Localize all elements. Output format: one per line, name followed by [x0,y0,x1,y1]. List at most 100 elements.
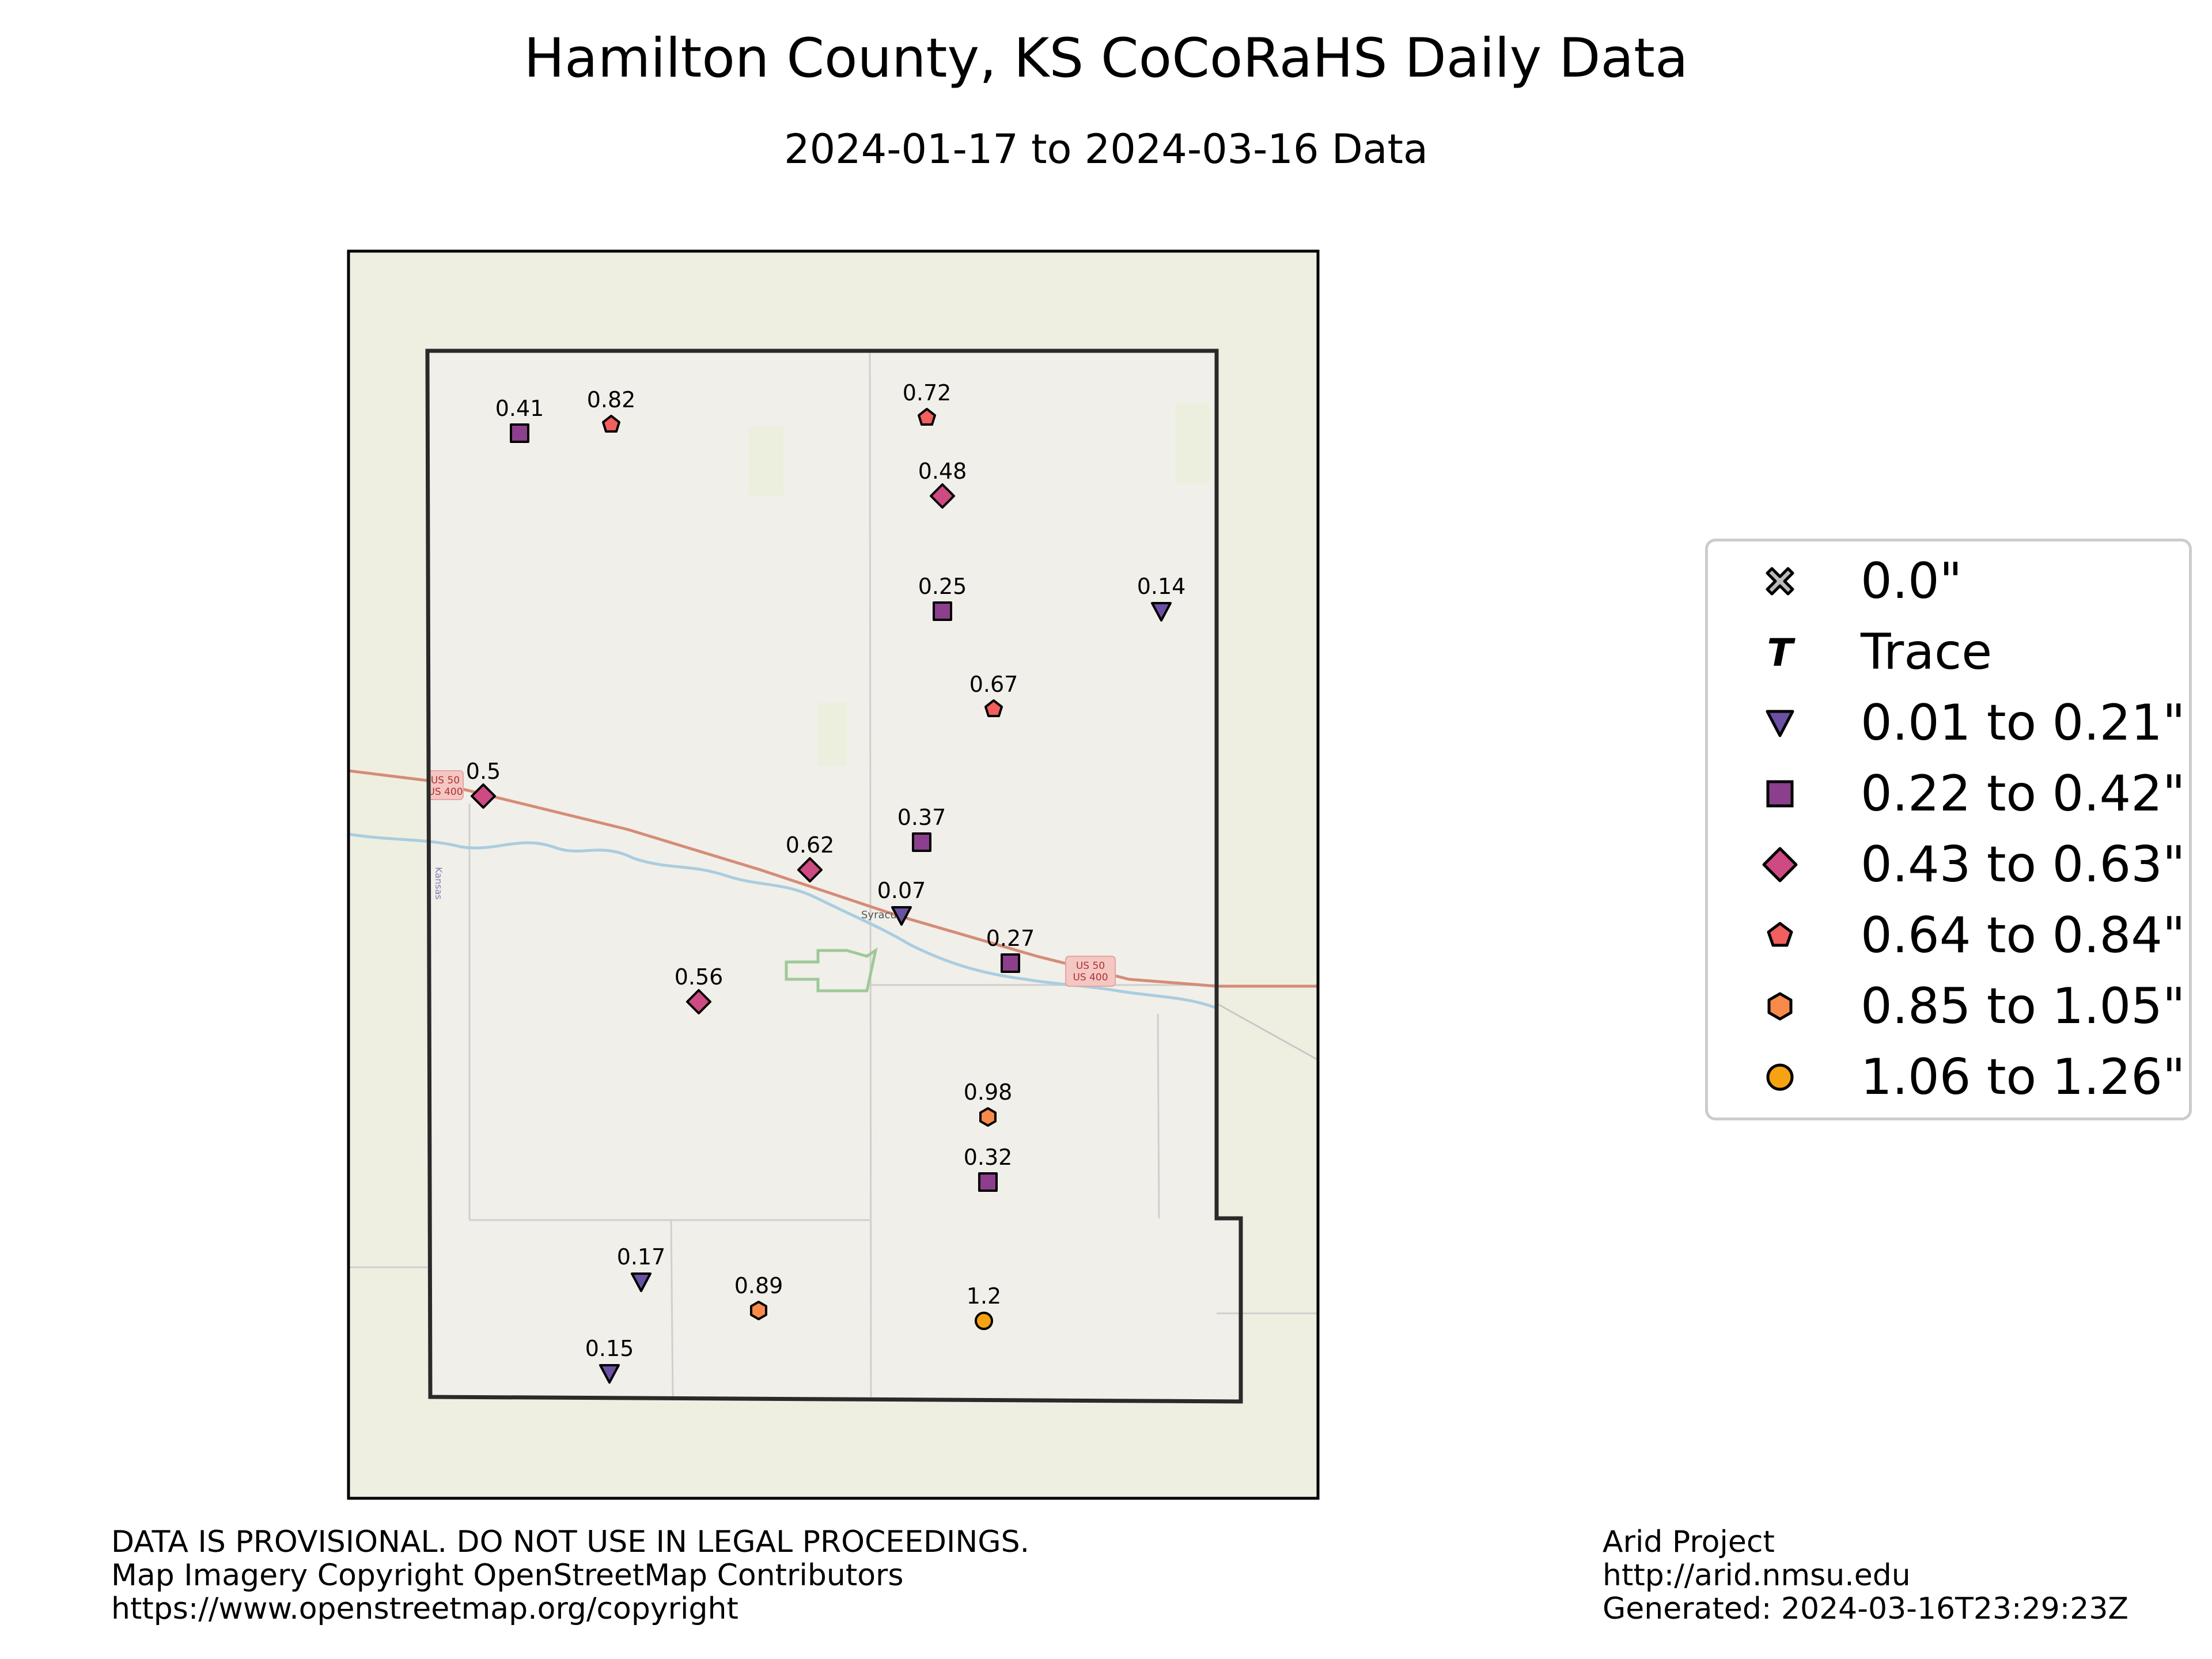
square-marker-shape [978,1172,998,1192]
railroad [1216,1002,1319,1061]
shield-line2: US 400 [1073,972,1108,983]
highway-shield: US 50 US 400 [427,770,464,800]
trace-t-icon: T [1767,632,1796,672]
highway-shield: US 50 US 400 [1065,956,1116,987]
station-value-label: 0.5 [466,759,501,784]
county-border [425,349,1243,1404]
station-marker: 0.56 [675,964,724,1014]
legend-item: T Trace [1708,620,2189,684]
shield-line1: US 50 [1076,960,1105,972]
trace-t-glyph: T [1767,632,1796,672]
station-marker: 0.5 [466,759,501,809]
footer-disclaimer: DATA IS PROVISIONAL. DO NOT USE IN LEGAL… [111,1525,1029,1626]
legend-label: 0.43 to 0.63" [1861,836,2186,893]
legend-item: 0.64 to 0.84" [1708,904,2189,967]
footer-line: https://www.openstreetmap.org/copyright [111,1592,738,1626]
pentagon-marker-shape [918,408,936,426]
square-icon [1766,780,1794,808]
triangle-marker-shape [1151,602,1172,622]
legend-item: 0.85 to 1.05" [1708,975,2189,1038]
station-marker: 0.82 [587,387,635,433]
diamond-marker-shape [797,857,823,882]
station-marker: 0.27 [986,926,1035,973]
legend-label: 0.22 to 0.42" [1861,765,2186,823]
square-marker-shape [1001,953,1020,973]
legend-label: 0.01 to 0.21" [1861,694,2186,752]
footer-line: http://arid.nmsu.edu [1603,1558,1911,1593]
legend-label: 1.06 to 1.26" [1861,1048,2186,1106]
diamond-shape [1762,847,1798,882]
county-fill [427,351,1241,1402]
footer-line: Generated: 2024-03-16T23:29:23Z [1603,1592,2129,1626]
circle-shape [1766,1063,1794,1091]
pentagon-marker-shape [602,415,620,433]
circle-icon [1766,1063,1794,1091]
station-value-label: 0.25 [918,574,967,599]
triangle-shape [1766,710,1794,737]
legend-label: 0.0" [1861,552,1963,610]
station-value-label: 1.2 [967,1283,1001,1309]
station-marker: 0.67 [969,672,1018,717]
station-marker: 0.07 [877,878,926,926]
triangle-marker-shape [891,906,912,926]
pentagon-marker-shape [984,699,1003,717]
footer-line: Arid Project [1603,1525,1775,1559]
footer-line: Map Imagery Copyright OpenStreetMap Cont… [111,1558,904,1593]
legend-label: 0.64 to 0.84" [1861,907,2186,964]
station-marker: 0.37 [897,805,946,852]
park-outline [785,947,878,993]
diamond-marker-shape [471,783,496,809]
station-value-label: 0.67 [969,672,1018,697]
shield-line1: US 50 [431,775,460,786]
map-frame [347,249,1320,1500]
square-marker-shape [510,423,529,443]
station-value-label: 0.17 [617,1244,666,1270]
station-marker: 1.2 [967,1283,1001,1330]
station-value-label: 0.48 [918,459,967,484]
hexagon-icon [1767,992,1793,1021]
hexagon-marker-shape [979,1107,997,1127]
station-value-label: 0.72 [903,380,952,406]
station-marker: 0.72 [903,380,952,426]
station-value-label: 0.56 [675,964,724,990]
square-marker-shape [912,832,931,852]
legend-item: 0.43 to 0.63" [1708,833,2189,896]
station-value-label: 0.37 [897,805,946,830]
square-marker-shape [933,601,952,621]
station-marker: 0.14 [1137,574,1186,622]
station-marker: 0.41 [495,396,544,443]
field-patch [749,426,783,495]
township-lines [349,350,1318,1399]
legend-item: 0.0" [1708,550,2189,613]
pentagon-shape [1767,922,1793,947]
square-shape [1766,780,1794,808]
station-value-label: 0.15 [585,1336,634,1361]
station-value-label: 0.62 [786,832,835,858]
diamond-icon [1762,847,1798,882]
station-marker: 0.89 [734,1273,783,1320]
circle-marker-shape [975,1312,993,1330]
legend-item: 0.22 to 0.42" [1708,762,2189,825]
map-subtitle: 2024-01-17 to 2024-03-16 Data [784,126,1428,173]
footer-line: DATA IS PROVISIONAL. DO NOT USE IN LEGAL… [111,1525,1030,1559]
diamond-marker-shape [686,989,711,1014]
footer-credits: Arid Project http://arid.nmsu.edu Genera… [1603,1525,2128,1626]
station-marker: 0.32 [964,1145,1012,1192]
station-marker: 0.62 [786,832,835,882]
station-value-label: 0.41 [495,396,544,421]
field-patch [818,703,847,766]
state-label: Kansas [433,867,444,900]
shield-line2: US 400 [427,786,463,798]
station-value-label: 0.27 [986,926,1035,951]
station-value-label: 0.14 [1137,574,1186,599]
station-marker: 0.25 [918,574,967,621]
legend-item: 0.01 to 0.21" [1708,691,2189,755]
stations-layer: 0.41 0.82 0.72 0.48 0.25 0.14 0.67 0.5 0.62 0.37 0… [466,380,1186,1384]
station-marker: 0.48 [918,459,967,509]
triangle-marker-shape [631,1272,652,1292]
station-marker: 0.15 [585,1336,634,1384]
shield-background [1065,956,1116,987]
station-value-label: 0.07 [877,878,926,903]
legend: 0.0" T Trace 0.01 to 0.21" 0.22 to 0.42"… [1705,539,2192,1120]
